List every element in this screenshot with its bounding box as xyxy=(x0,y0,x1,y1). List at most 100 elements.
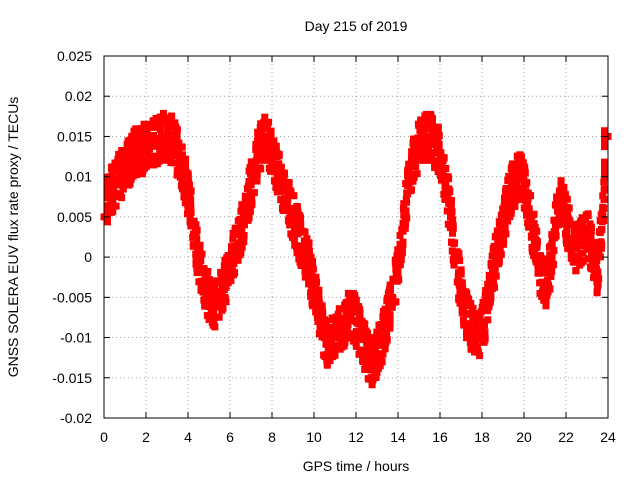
y-tick-label: 0.025 xyxy=(57,48,92,64)
data-point-cloud xyxy=(568,250,576,258)
data-point-cloud xyxy=(484,280,492,288)
data-point-cloud xyxy=(411,163,419,171)
data-point-cloud xyxy=(301,228,309,236)
data-point-cloud xyxy=(552,227,560,235)
data-point-cloud xyxy=(316,316,324,324)
data-point-cloud xyxy=(307,262,315,270)
data-point-cloud xyxy=(538,278,546,286)
data-point-cloud xyxy=(600,178,608,186)
data-point xyxy=(168,136,176,144)
data-point-cloud xyxy=(601,167,608,175)
data-point-cloud xyxy=(178,170,186,178)
data-point-cloud xyxy=(170,123,178,131)
data-point-cloud xyxy=(459,287,467,295)
data-point-cloud xyxy=(257,129,265,137)
y-tick-label: -0.02 xyxy=(60,410,92,426)
data-point-cloud xyxy=(243,198,251,206)
data-point-cloud xyxy=(402,207,410,215)
data-point-cloud xyxy=(306,259,314,267)
data-point-cloud xyxy=(253,177,261,185)
data-point-cloud xyxy=(420,126,428,134)
data-point-cloud xyxy=(547,272,555,280)
data-point-cloud xyxy=(275,150,283,158)
data-point-cloud xyxy=(280,174,288,182)
data-point-cloud xyxy=(315,290,323,298)
data-point-cloud xyxy=(247,181,255,189)
data-point-cloud xyxy=(210,318,218,326)
data-point-cloud xyxy=(585,243,593,251)
data-point-cloud xyxy=(396,231,404,239)
data-point-cloud xyxy=(531,223,539,231)
data-point-cloud xyxy=(419,156,427,164)
data-point-cloud xyxy=(486,297,494,305)
data-point-cloud xyxy=(463,325,471,333)
data-point xyxy=(226,261,234,269)
data-point-cloud xyxy=(308,292,316,300)
data-point-cloud xyxy=(449,229,457,237)
data-point-cloud xyxy=(491,267,499,275)
data-point-cloud xyxy=(352,327,360,335)
data-point-cloud xyxy=(137,140,145,148)
data-point-cloud xyxy=(204,284,212,292)
data-point-cloud xyxy=(172,134,180,142)
data-point-cloud xyxy=(273,173,281,181)
y-tick-label: -0.015 xyxy=(52,370,92,386)
data-point-cloud xyxy=(600,195,608,203)
data-point-cloud xyxy=(127,175,135,183)
data-point-cloud xyxy=(486,284,494,292)
data-point-cloud xyxy=(536,266,544,274)
data-point-cloud xyxy=(352,339,360,347)
data-point-cloud xyxy=(527,192,535,200)
data-point-cloud xyxy=(484,307,492,315)
data-point-cloud xyxy=(497,250,505,258)
data-point-cloud xyxy=(406,163,414,171)
data-point-cloud xyxy=(312,279,320,287)
data-point xyxy=(284,197,292,205)
data-point-cloud xyxy=(469,317,477,325)
data-point-cloud xyxy=(579,220,587,228)
data-point-cloud xyxy=(112,202,120,210)
data-point-cloud xyxy=(487,293,495,301)
data-point-cloud xyxy=(123,167,131,175)
data-point-cloud xyxy=(105,182,113,190)
data-point xyxy=(557,189,565,197)
data-point-cloud xyxy=(565,204,573,212)
data-point-cloud xyxy=(341,338,349,346)
data-point-cloud xyxy=(244,207,252,215)
data-point-cloud xyxy=(533,243,541,251)
data-point-cloud xyxy=(507,186,515,194)
data-point-cloud xyxy=(200,282,208,290)
data-point-cloud xyxy=(174,143,182,151)
data-point-cloud xyxy=(356,306,364,314)
data-point-cloud xyxy=(254,130,262,138)
data-point-cloud xyxy=(492,272,500,280)
data-point-cloud xyxy=(247,158,255,166)
data-point-cloud xyxy=(321,316,329,324)
data-point-cloud xyxy=(579,241,587,249)
data-point-cloud xyxy=(104,218,111,226)
data-point-cloud xyxy=(420,120,428,128)
data-point-cloud xyxy=(265,143,273,151)
data-point-cloud xyxy=(247,196,255,204)
data-point-cloud xyxy=(562,236,570,244)
data-point-cloud xyxy=(241,192,249,200)
data-point-cloud xyxy=(294,212,302,220)
data-point-cloud xyxy=(531,235,539,243)
data-point-cloud xyxy=(249,167,257,175)
data-point-cloud xyxy=(593,287,601,295)
data-point-cloud xyxy=(584,255,592,263)
data-point-cloud xyxy=(552,201,560,209)
x-tick-label: 16 xyxy=(432,429,448,445)
data-point-cloud xyxy=(307,253,315,261)
data-point-cloud xyxy=(599,203,607,211)
data-point-cloud xyxy=(356,310,364,318)
data-point-cloud xyxy=(458,279,466,287)
data-point-cloud xyxy=(557,180,565,188)
data-point-cloud xyxy=(463,320,471,328)
data-point-cloud xyxy=(116,153,124,161)
data-point-cloud xyxy=(433,144,441,152)
data-point-cloud xyxy=(270,137,278,145)
data-point-cloud xyxy=(416,120,424,128)
data-point-cloud xyxy=(381,338,389,346)
data-point-cloud xyxy=(557,208,565,216)
